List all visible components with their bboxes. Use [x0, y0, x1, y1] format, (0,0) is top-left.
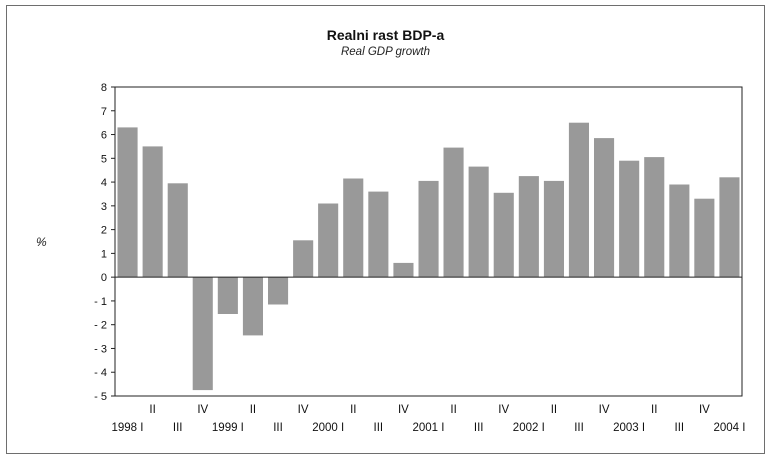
y-tick-label: 1 [101, 248, 107, 260]
bar-0 [117, 127, 138, 278]
x-tick-label: IV [398, 404, 409, 416]
x-tick-label: 2003 I [613, 422, 645, 434]
x-tick-label: II [651, 404, 657, 416]
x-tick-label: III [173, 422, 183, 434]
y-axis-label: % [36, 235, 47, 249]
bars-group [117, 122, 740, 391]
x-tick-label: IV [599, 404, 610, 416]
bar-12 [418, 180, 439, 278]
x-tick-label: III [374, 422, 384, 434]
x-tick-label: II [450, 404, 456, 416]
x-tick-label: IV [197, 404, 208, 416]
bar-20 [619, 160, 640, 278]
bar-1 [142, 146, 163, 278]
y-tick-label: - 5 [94, 391, 107, 403]
bar-19 [594, 138, 615, 278]
x-tick-label: IV [298, 404, 309, 416]
x-tick-label: III [675, 422, 685, 434]
x-tick-label: II [250, 404, 256, 416]
bar-23 [694, 198, 715, 278]
bar-24 [719, 177, 740, 278]
y-tick-label: 8 [101, 82, 107, 94]
x-tick-label: IV [699, 404, 710, 416]
x-tick-label: 2002 I [513, 422, 545, 434]
bar-5 [242, 277, 263, 336]
x-tick-label: 2001 I [413, 422, 445, 434]
bar-22 [669, 184, 690, 278]
bar-17 [543, 180, 564, 278]
x-tick-label: 2004 I [714, 422, 746, 434]
y-tick-label: 6 [101, 130, 107, 142]
bar-4 [217, 277, 238, 314]
bar-21 [644, 157, 665, 278]
bar-7 [293, 240, 314, 278]
bar-16 [518, 176, 539, 278]
y-axis-ticks: 8 7 6 5 4 3 2 1 0 - 1 - 2 - 3 - 4 - 5 [94, 82, 115, 403]
bar-18 [568, 122, 589, 278]
x-tick-label: II [551, 404, 557, 416]
bar-15 [493, 192, 514, 278]
y-tick-label: 3 [101, 201, 107, 213]
y-tick-label: 7 [101, 106, 107, 118]
bar-13 [443, 147, 464, 278]
x-tick-label: IV [498, 404, 509, 416]
x-tick-label: 1998 I [112, 422, 144, 434]
y-tick-label: - 2 [94, 320, 107, 332]
bar-14 [468, 166, 489, 278]
x-tick-label: 1999 I [212, 422, 244, 434]
y-tick-label: - 4 [94, 367, 107, 379]
bar-2 [167, 183, 188, 278]
x-tick-label: II [350, 404, 356, 416]
chart-subtitle: Real GDP growth [340, 46, 431, 58]
y-tick-label: 5 [101, 153, 107, 165]
y-tick-label: 2 [101, 225, 107, 237]
y-tick-label: - 3 [94, 343, 107, 355]
plot-area [114, 86, 743, 397]
bar-9 [343, 178, 364, 278]
bar-3 [192, 277, 213, 391]
x-tick-label: III [474, 422, 484, 434]
bar-11 [393, 262, 414, 278]
x-tick-label: II [149, 404, 155, 416]
x-tick-label: 2000 I [312, 422, 344, 434]
y-tick-label: 0 [101, 272, 107, 284]
bar-6 [268, 277, 289, 305]
bar-8 [318, 203, 339, 278]
bar-10 [368, 191, 389, 278]
x-tick-label: III [273, 422, 283, 434]
x-tick-label: III [574, 422, 584, 434]
y-tick-label: 4 [101, 177, 107, 189]
chart-title: Realni rast BDP-a [326, 27, 445, 43]
y-tick-label: - 1 [94, 296, 107, 308]
